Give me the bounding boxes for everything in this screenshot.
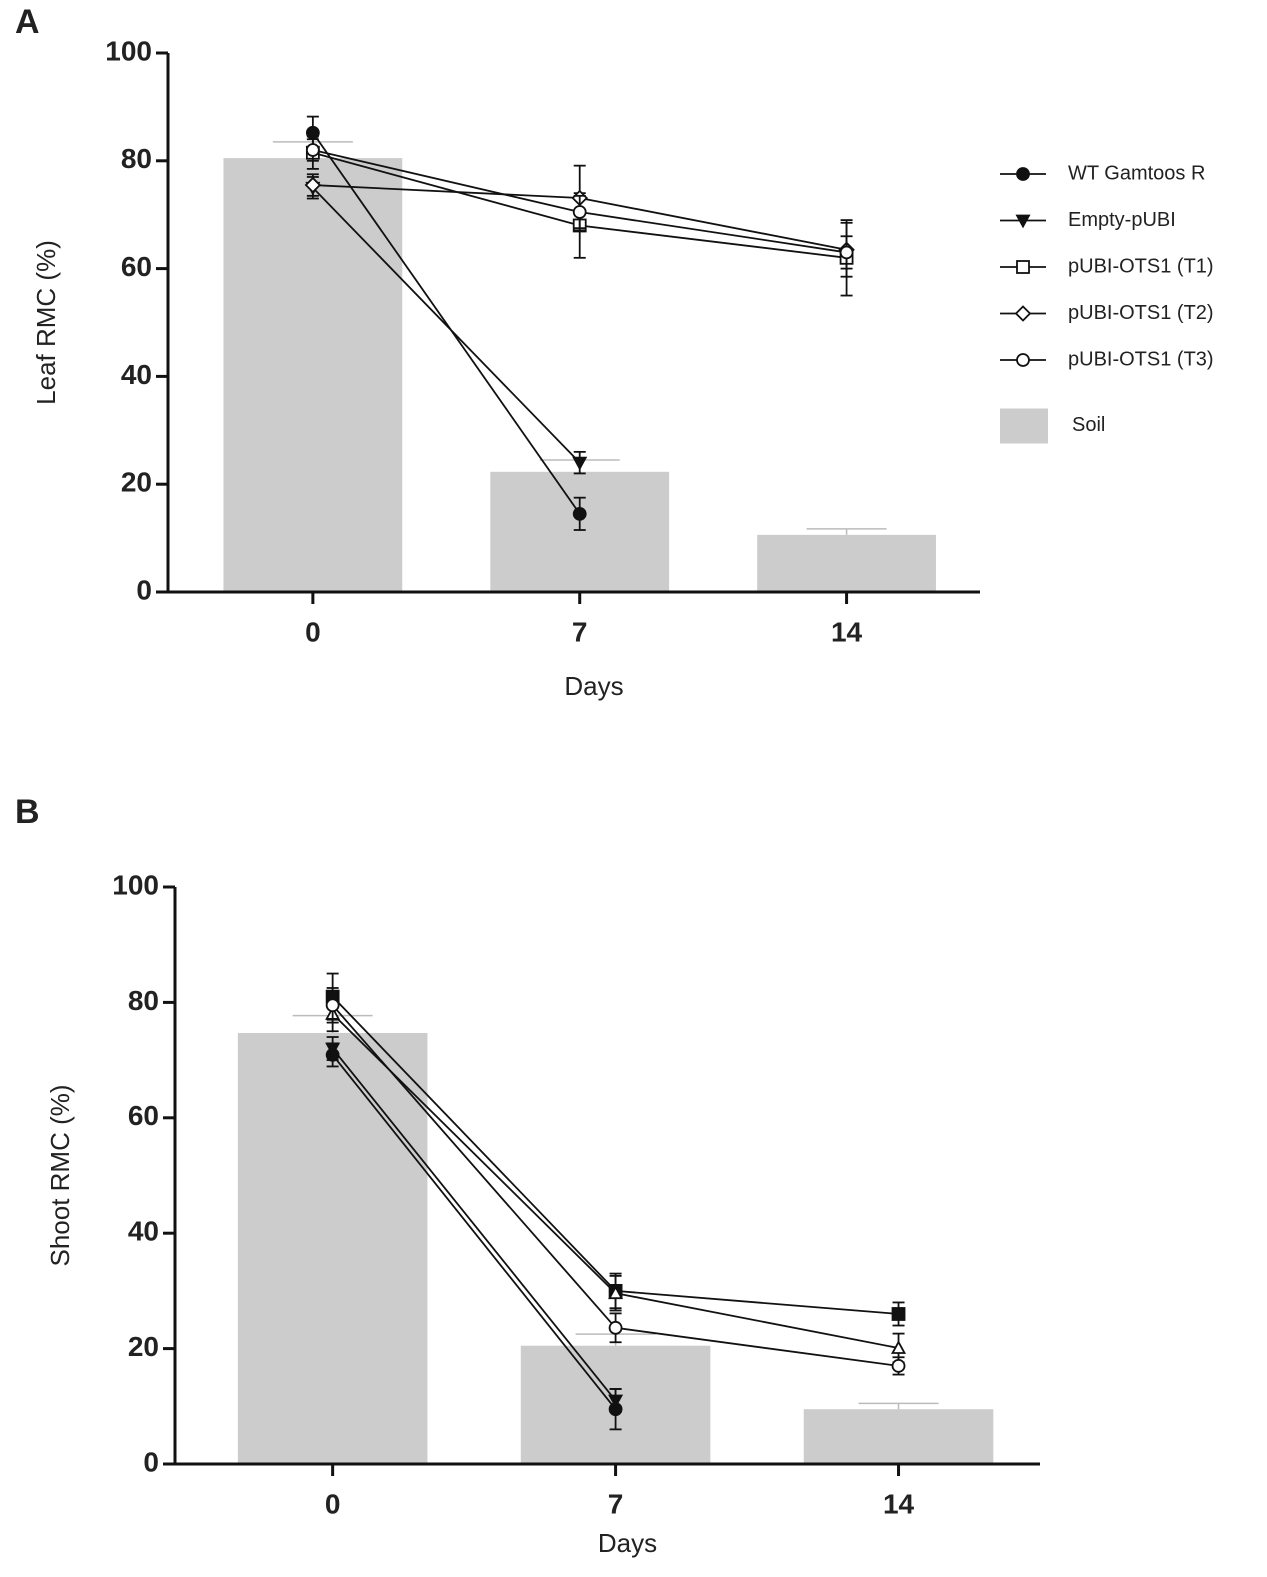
y-tick-label: 60 xyxy=(128,1100,159,1131)
marker xyxy=(891,1359,906,1373)
series-line xyxy=(331,1054,617,1410)
legend-marker xyxy=(1016,260,1030,274)
x-tick-label: 0 xyxy=(325,1488,341,1519)
legend-marker xyxy=(1015,214,1031,229)
marker xyxy=(572,456,588,471)
legend-label: pUBI-OTS1 (T3) xyxy=(1068,348,1214,370)
legend-marker xyxy=(1014,305,1032,322)
x-tick-label: 7 xyxy=(608,1488,624,1519)
panel-label: A xyxy=(15,3,40,41)
marker xyxy=(572,506,587,521)
legend-label: Empty-pUBI xyxy=(1068,209,1176,231)
y-tick-label: 20 xyxy=(121,467,152,498)
bar xyxy=(490,471,670,592)
marker xyxy=(305,143,320,157)
marker xyxy=(891,1340,907,1354)
x-tick-label: 0 xyxy=(305,616,321,647)
legend-marker xyxy=(1016,167,1030,181)
y-tick-label: 40 xyxy=(121,359,152,390)
legend-swatch xyxy=(1000,408,1048,444)
y-axis-label: Leaf RMC (%) xyxy=(31,240,61,405)
x-tick-label: 14 xyxy=(831,616,863,647)
marker xyxy=(839,245,854,260)
x-tick-label: 14 xyxy=(883,1488,915,1519)
x-axis-label: Days xyxy=(598,1528,657,1558)
marker xyxy=(891,1307,906,1321)
marker xyxy=(608,1394,624,1409)
y-tick-label: 60 xyxy=(121,251,152,282)
legend-marker xyxy=(1016,353,1030,367)
y-tick-label: 80 xyxy=(121,143,152,174)
marker xyxy=(608,1285,624,1300)
marker xyxy=(572,205,587,219)
legend-label: pUBI-OTS1 (T1) xyxy=(1068,255,1214,277)
series-line xyxy=(331,1047,617,1402)
series-line xyxy=(312,187,581,464)
bar xyxy=(223,158,403,593)
bar xyxy=(237,1032,428,1464)
marker xyxy=(304,176,322,194)
marker xyxy=(325,998,340,1013)
y-tick-label: 20 xyxy=(128,1331,159,1362)
y-tick-label: 0 xyxy=(143,1446,159,1477)
series-line xyxy=(312,132,581,515)
y-axis-label: Shoot RMC (%) xyxy=(45,1084,75,1266)
bar-error xyxy=(858,1402,939,1410)
y-tick-label: 40 xyxy=(128,1216,159,1247)
legend-label: Soil xyxy=(1072,414,1105,436)
bar xyxy=(803,1409,994,1464)
legend-label: pUBI-OTS1 (T2) xyxy=(1068,302,1214,324)
y-tick-label: 100 xyxy=(105,35,152,66)
bar-error xyxy=(806,528,887,535)
y-tick-label: 80 xyxy=(128,985,159,1016)
legend-label: WT Gamtoos R xyxy=(1068,162,1205,184)
panel-label: B xyxy=(15,793,40,831)
bar xyxy=(757,534,936,592)
y-tick-label: 0 xyxy=(136,574,152,605)
marker xyxy=(608,1320,623,1335)
x-axis-label: Days xyxy=(564,671,623,701)
y-tick-label: 100 xyxy=(112,869,159,900)
marker xyxy=(325,1042,341,1057)
x-tick-label: 7 xyxy=(572,616,588,647)
